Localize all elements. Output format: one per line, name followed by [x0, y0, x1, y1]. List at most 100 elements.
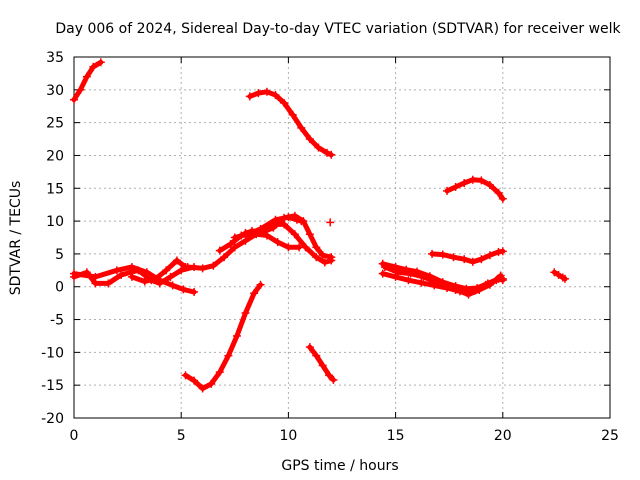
data-point-marker: [220, 253, 229, 262]
x-tick-label: 0: [70, 428, 79, 444]
data-point-marker: [314, 143, 323, 152]
data-point-marker: [449, 253, 458, 262]
data-point-marker: [179, 285, 188, 294]
series-10: [305, 343, 338, 384]
data-point-marker: [288, 110, 297, 119]
data-point-marker: [112, 266, 121, 275]
data-point-marker: [271, 91, 280, 100]
data-point-marker: [312, 253, 321, 262]
data-point-marker: [494, 188, 503, 197]
data-point-marker: [183, 263, 192, 272]
data-point-marker: [305, 135, 314, 144]
data-point-marker: [468, 175, 477, 184]
data-point-marker: [560, 274, 569, 283]
series-11: [326, 218, 335, 227]
data-point-marker: [241, 308, 250, 317]
y-tick-label: -15: [41, 378, 64, 394]
data-point-marker: [406, 269, 415, 278]
series-17: [550, 268, 569, 283]
data-point-marker: [322, 148, 331, 157]
data-point-marker: [440, 281, 449, 290]
data-point-marker: [284, 243, 293, 252]
plot-frame: [73, 56, 611, 419]
series-15: [428, 247, 507, 266]
series-trace: [183, 282, 263, 391]
data-point-marker: [460, 179, 469, 188]
data-point-marker: [393, 268, 402, 277]
data-point-marker: [243, 230, 252, 239]
y-tick-label: -20: [41, 411, 64, 427]
data-point-marker: [224, 351, 233, 360]
data-point-marker: [417, 278, 426, 287]
data-point-marker: [462, 288, 471, 297]
y-tick-label: 15: [46, 181, 64, 197]
data-point-marker: [498, 274, 507, 283]
data-point-marker: [297, 217, 306, 226]
y-tick-label: -5: [50, 313, 64, 329]
series-0: [70, 58, 105, 104]
data-point-marker: [327, 150, 336, 159]
data-point-marker: [477, 255, 486, 264]
y-tick-label: 10: [46, 214, 64, 230]
data-point-marker: [127, 272, 136, 281]
data-point-marker: [284, 213, 293, 222]
data-point-marker: [468, 257, 477, 266]
data-point-marker: [168, 281, 177, 290]
data-point-marker: [428, 249, 437, 258]
data-point-marker: [241, 236, 250, 245]
data-point-marker: [226, 240, 235, 249]
data-point-marker: [326, 218, 335, 227]
data-point-marker: [271, 215, 280, 224]
data-point-marker: [209, 261, 218, 270]
data-point-marker: [82, 268, 91, 277]
series-trace: [71, 59, 104, 103]
data-point-marker: [438, 250, 447, 259]
data-point-marker: [312, 243, 321, 252]
data-point-marker: [305, 343, 314, 352]
data-point-marker: [485, 251, 494, 260]
data-point-marker: [162, 266, 171, 275]
data-series-layer: [70, 58, 569, 393]
data-point-marker: [470, 286, 479, 295]
axis-ticks: 0 5 10 15 20 25 -20 -15 -10 -5 0 5 10 15 20 25 30 35: [41, 50, 619, 444]
data-point-marker: [91, 279, 100, 288]
series-4: [183, 230, 304, 273]
data-point-marker: [117, 270, 126, 279]
data-point-marker: [312, 351, 321, 360]
x-axis-label: GPS time / hours: [281, 458, 398, 474]
data-point-marker: [155, 279, 164, 288]
series-14: [380, 263, 507, 297]
data-point-marker: [485, 180, 494, 189]
series-7: [230, 213, 306, 242]
data-point-marker: [89, 62, 98, 71]
data-point-marker: [301, 243, 310, 252]
data-point-marker: [320, 258, 329, 267]
x-tick-label: 15: [387, 428, 405, 444]
chart-title: Day 006 of 2024, Sidereal Day-to-day VTE…: [55, 21, 621, 37]
y-tick-label: 0: [55, 280, 64, 296]
y-tick-label: 20: [46, 148, 64, 164]
data-point-marker: [325, 371, 334, 380]
data-point-marker: [198, 384, 207, 393]
y-tick-label: 5: [55, 247, 64, 263]
y-tick-label: 25: [46, 116, 64, 132]
data-point-marker: [104, 279, 113, 288]
data-point-marker: [172, 256, 181, 265]
data-point-marker: [230, 233, 239, 242]
series-trace: [185, 231, 302, 271]
data-point-marker: [254, 89, 263, 98]
data-point-marker: [451, 182, 460, 191]
grid: [74, 57, 610, 418]
data-point-marker: [443, 186, 452, 195]
data-point-marker: [232, 331, 241, 340]
data-point-marker: [305, 230, 314, 239]
data-point-marker: [140, 277, 149, 286]
data-point-marker: [391, 272, 400, 281]
y-tick-label: -10: [41, 345, 64, 361]
data-point-marker: [256, 280, 265, 289]
data-point-marker: [245, 92, 254, 101]
data-point-marker: [181, 371, 190, 380]
x-tick-label: 5: [177, 428, 186, 444]
data-point-marker: [498, 194, 507, 203]
